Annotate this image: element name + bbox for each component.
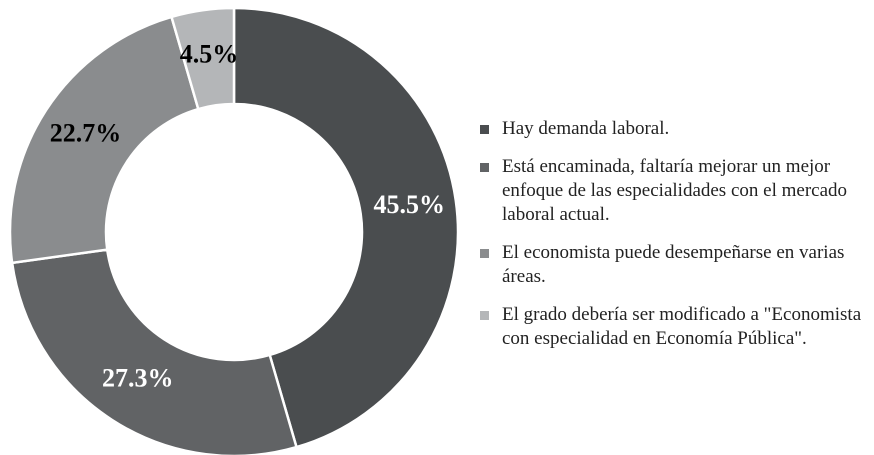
legend-item: Hay demanda laboral. bbox=[478, 117, 874, 141]
legend: Hay demanda laboral. Está encaminada, fal… bbox=[478, 117, 874, 365]
data-label: 22.7% bbox=[50, 119, 122, 148]
data-label: 27.3% bbox=[102, 364, 174, 393]
legend-item: El grado debería ser modificado a "Econo… bbox=[478, 303, 874, 351]
donut-slice bbox=[10, 248, 299, 455]
legend-label: Hay demanda laboral. bbox=[502, 118, 670, 139]
legend-item: El economista puede desempeñarse en vari… bbox=[478, 241, 874, 289]
data-label: 45.5% bbox=[373, 190, 445, 219]
donut-slice bbox=[232, 6, 460, 449]
legend-swatch bbox=[480, 311, 489, 320]
legend-item: Está encaminada, faltaría mejorar un mej… bbox=[478, 155, 874, 227]
data-label: 4.5% bbox=[180, 40, 239, 69]
legend-label: El grado debería ser modificado a "Econo… bbox=[502, 304, 862, 349]
legend-swatch bbox=[480, 125, 489, 134]
donut-slice bbox=[8, 15, 200, 265]
chart: 45.5% 27.3% 22.7% 4.5% bbox=[8, 6, 460, 455]
legend-label: El economista puede desempeñarse en vari… bbox=[502, 242, 845, 287]
donut-slice bbox=[169, 6, 236, 111]
legend-swatch bbox=[480, 249, 489, 258]
legend-label: Está encaminada, faltaría mejorar un mej… bbox=[502, 156, 848, 225]
legend-swatch bbox=[480, 163, 489, 172]
